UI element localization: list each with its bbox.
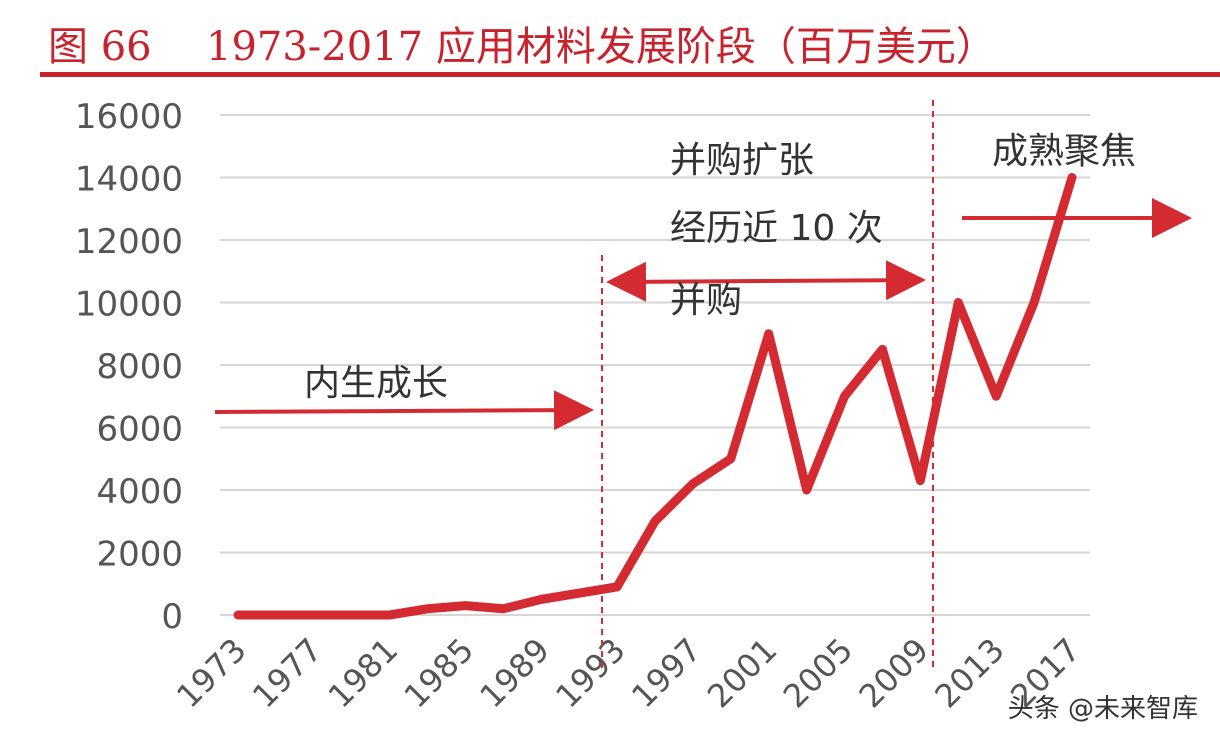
phase2-label-line3: 并购 [670, 280, 742, 321]
phase2-label-line2: 经历近 10 次 [670, 208, 883, 249]
x-tick-label: 1985 [397, 631, 481, 715]
x-tick-label: 1981 [321, 631, 405, 715]
data-point [312, 614, 315, 616]
data-point [881, 348, 884, 351]
phase3-label: 成熟聚焦 [992, 131, 1136, 172]
gridlines [220, 114, 1090, 616]
data-point [654, 520, 656, 523]
data-point [540, 598, 543, 601]
data-point [957, 301, 960, 304]
data-point [805, 489, 808, 491]
y-tick-label: 2000 [96, 535, 183, 575]
data-point [691, 482, 694, 485]
phase1-arrow [214, 390, 594, 431]
x-tick-label: 1973 [169, 631, 253, 715]
phase1-label: 内生成长 [304, 363, 448, 404]
phase-dividers [601, 100, 934, 668]
x-tick-label: 2013 [927, 631, 1011, 715]
y-tick-label: 16000 [75, 97, 183, 137]
data-point [502, 607, 505, 610]
x-tick-label: 1997 [624, 631, 708, 715]
data-point [1071, 176, 1073, 179]
y-tick-label: 12000 [75, 222, 183, 262]
data-point [767, 332, 770, 335]
x-tick-label: 2001 [700, 631, 784, 715]
figure-label: 图 66 [48, 24, 152, 70]
data-point [995, 395, 998, 398]
chart-title: 1973-2017 应用材料发展阶段（百万美元） [206, 24, 996, 70]
y-tick-label: 10000 [75, 285, 183, 325]
data-point [237, 614, 239, 616]
y-tick-label: 6000 [96, 410, 183, 450]
data-point [464, 604, 467, 607]
y-axis-tick-labels: 0 2000 4000 6000 8000 10000 12000 14000 16000 [75, 97, 183, 637]
data-point [578, 592, 581, 595]
data-point [350, 614, 353, 616]
x-tick-label: 2009 [852, 631, 936, 715]
phase2-arrow [606, 260, 926, 302]
phase2-label-line1: 并购扩张 [670, 140, 814, 181]
title-underline [40, 72, 1220, 77]
data-point [919, 479, 922, 482]
x-tick-label: 1989 [472, 631, 556, 715]
y-tick-label: 0 [161, 597, 183, 637]
data-point [729, 457, 732, 460]
data-point [1033, 301, 1036, 304]
data-point [616, 585, 619, 588]
data-point [388, 614, 391, 616]
y-tick-label: 8000 [96, 347, 183, 387]
data-point [426, 607, 429, 610]
data-points [237, 176, 1073, 616]
x-axis-tick-labels: 1973197719811985198919931997200120052009… [169, 631, 1087, 715]
x-tick-label: 2005 [776, 631, 860, 715]
data-point [843, 395, 846, 398]
y-tick-label: 14000 [75, 160, 183, 200]
x-tick-label: 1977 [245, 631, 329, 715]
data-point [274, 614, 277, 616]
watermark-text: 头条 @未来智库 [1008, 694, 1198, 724]
x-tick-label: 1993 [548, 631, 632, 715]
y-tick-label: 4000 [96, 472, 183, 512]
